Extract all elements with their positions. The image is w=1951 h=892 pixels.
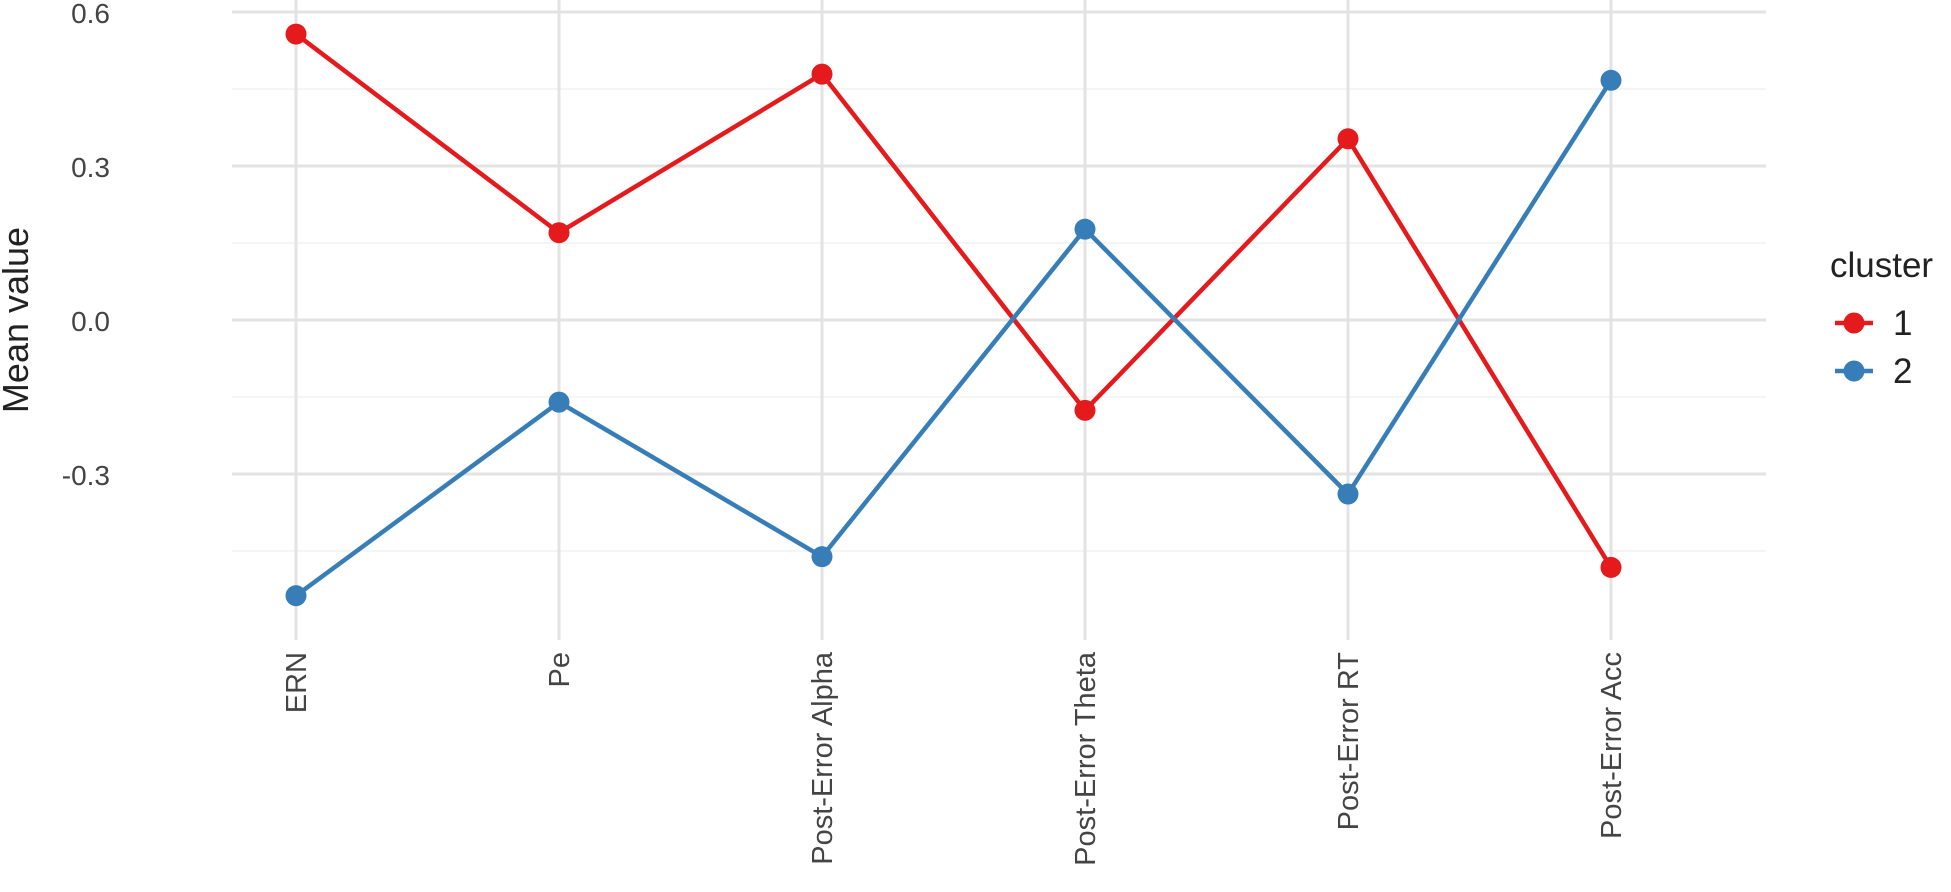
x-tick-label: Pe xyxy=(544,652,576,687)
series-line-2 xyxy=(294,79,1613,598)
data-point-series-2 xyxy=(1600,69,1622,91)
series xyxy=(285,23,1622,607)
legend-item-2: 2 xyxy=(1835,352,1912,391)
data-point-series-2 xyxy=(1074,218,1096,240)
legend-label: 2 xyxy=(1893,352,1912,391)
y-tick-label: 0.6 xyxy=(71,0,110,29)
y-tick-label: 0.0 xyxy=(71,306,110,337)
data-point-series-1 xyxy=(1337,128,1359,150)
legend: cluster 1 2 xyxy=(1830,246,1933,391)
x-tick-label: Post-Error RT xyxy=(1333,652,1365,831)
data-point-series-2 xyxy=(1337,483,1359,505)
y-tick-label: -0.3 xyxy=(62,460,110,491)
data-point-series-2 xyxy=(285,585,307,607)
legend-title: cluster xyxy=(1830,246,1933,285)
data-point-series-1 xyxy=(548,222,570,244)
grid xyxy=(232,0,1766,640)
y-tick-label: 0.3 xyxy=(71,152,110,183)
series-line-1 xyxy=(294,32,1613,569)
legend-marker xyxy=(1843,312,1865,334)
data-point-series-1 xyxy=(1074,399,1096,421)
x-tick-label: Post-Error Acc xyxy=(1596,652,1628,839)
data-point-series-2 xyxy=(548,391,570,413)
legend-label: 1 xyxy=(1893,304,1912,343)
y-axis-ticks: 0.6 0.3 0.0 -0.3 xyxy=(62,0,110,491)
legend-item-1: 1 xyxy=(1835,304,1912,343)
x-tick-label: Post-Error Theta xyxy=(1070,651,1102,866)
x-tick-label: Post-Error Alpha xyxy=(807,651,839,865)
x-tick-label: ERN xyxy=(281,652,313,713)
data-point-series-2 xyxy=(811,546,833,568)
y-axis-label: Mean value xyxy=(0,227,36,413)
data-point-series-1 xyxy=(285,23,307,45)
x-axis-ticks: ERN Pe Post-Error Alpha Post-Error Theta Pos… xyxy=(281,651,1628,866)
legend-marker xyxy=(1843,360,1865,382)
data-point-series-1 xyxy=(811,63,833,85)
data-point-series-1 xyxy=(1600,556,1622,578)
